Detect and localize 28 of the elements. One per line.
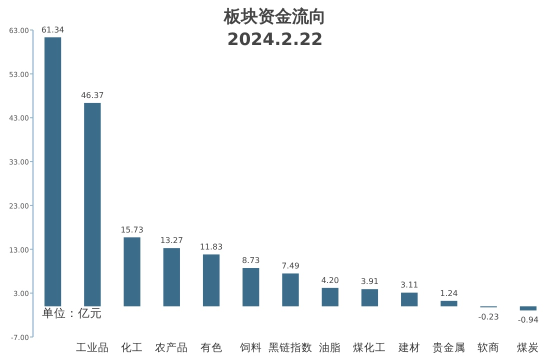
data-label: -0.94 [518,315,539,324]
x-tick-label: 黑链指数 [268,342,312,354]
data-label: 1.24 [440,288,458,298]
x-tick-label: 饲料 [238,341,262,354]
data-label: 8.73 [242,256,260,266]
data-label: 4.20 [321,276,340,285]
x-tick-label: 农产品 [155,341,188,354]
chart-title: 板块资金流向 [223,7,326,27]
data-label: 7.49 [282,261,300,270]
x-tick-label: 有色 [200,342,222,354]
data-label: 61.34 [41,25,64,34]
x-tick-label: 煤化工 [353,342,386,354]
x-tick-label: 贵金属 [432,341,466,354]
x-tick-label: 煤炭 [517,341,540,354]
data-label: 13.27 [160,236,184,246]
data-label: 46.37 [80,90,104,100]
annotation: 单位：亿元 [42,306,102,320]
x-tick-label: 工业品 [76,341,109,354]
chart-subtitle: 2024.2.22 [227,30,323,50]
data-label: 3.91 [360,277,379,286]
x-tick-label: 建材 [397,341,420,354]
data-label: 11.83 [200,242,223,252]
data-label: -0.23 [478,312,499,322]
x-tick-label: 油脂 [319,341,342,354]
x-tick-label: 化工 [121,342,144,354]
data-label: 15.73 [120,225,144,234]
x-tick-label: 软商 [478,341,500,354]
data-label: 3.11 [400,280,418,290]
